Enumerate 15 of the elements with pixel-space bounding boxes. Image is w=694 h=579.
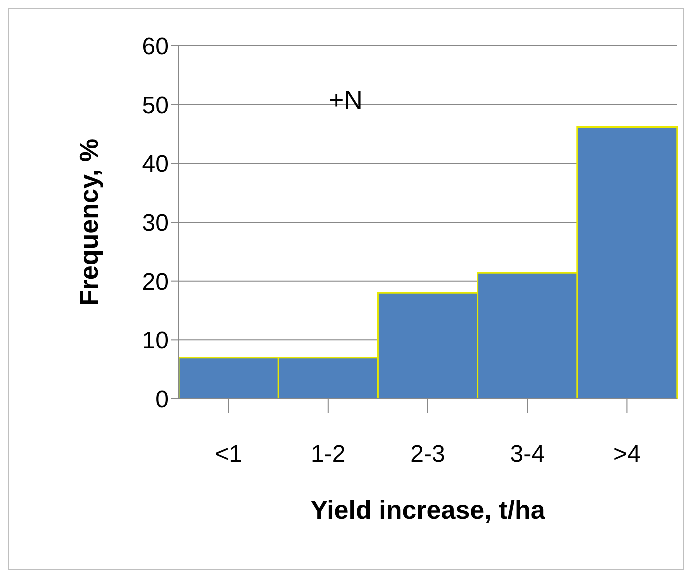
x-tick-label: 3-4 [510, 441, 545, 468]
x-tick-label: 1-2 [311, 441, 346, 468]
y-tick-label: 30 [142, 210, 169, 238]
y-axis-title: Frequency, % [74, 138, 104, 306]
x-tick-label: >4 [614, 441, 641, 468]
y-tick-label: 60 [142, 34, 169, 61]
y-tick-label: 10 [142, 328, 169, 355]
y-tick-label: 50 [142, 92, 169, 120]
x-axis-title: Yield increase, t/ha [310, 495, 546, 525]
x-tick-label: 2-3 [410, 441, 446, 468]
x-tick-label: <1 [215, 441, 242, 468]
annotation: +N [329, 85, 363, 116]
y-tick-label: 40 [142, 151, 169, 178]
y-tick-label: 0 [156, 386, 169, 414]
y-tick-label: 20 [142, 268, 169, 296]
